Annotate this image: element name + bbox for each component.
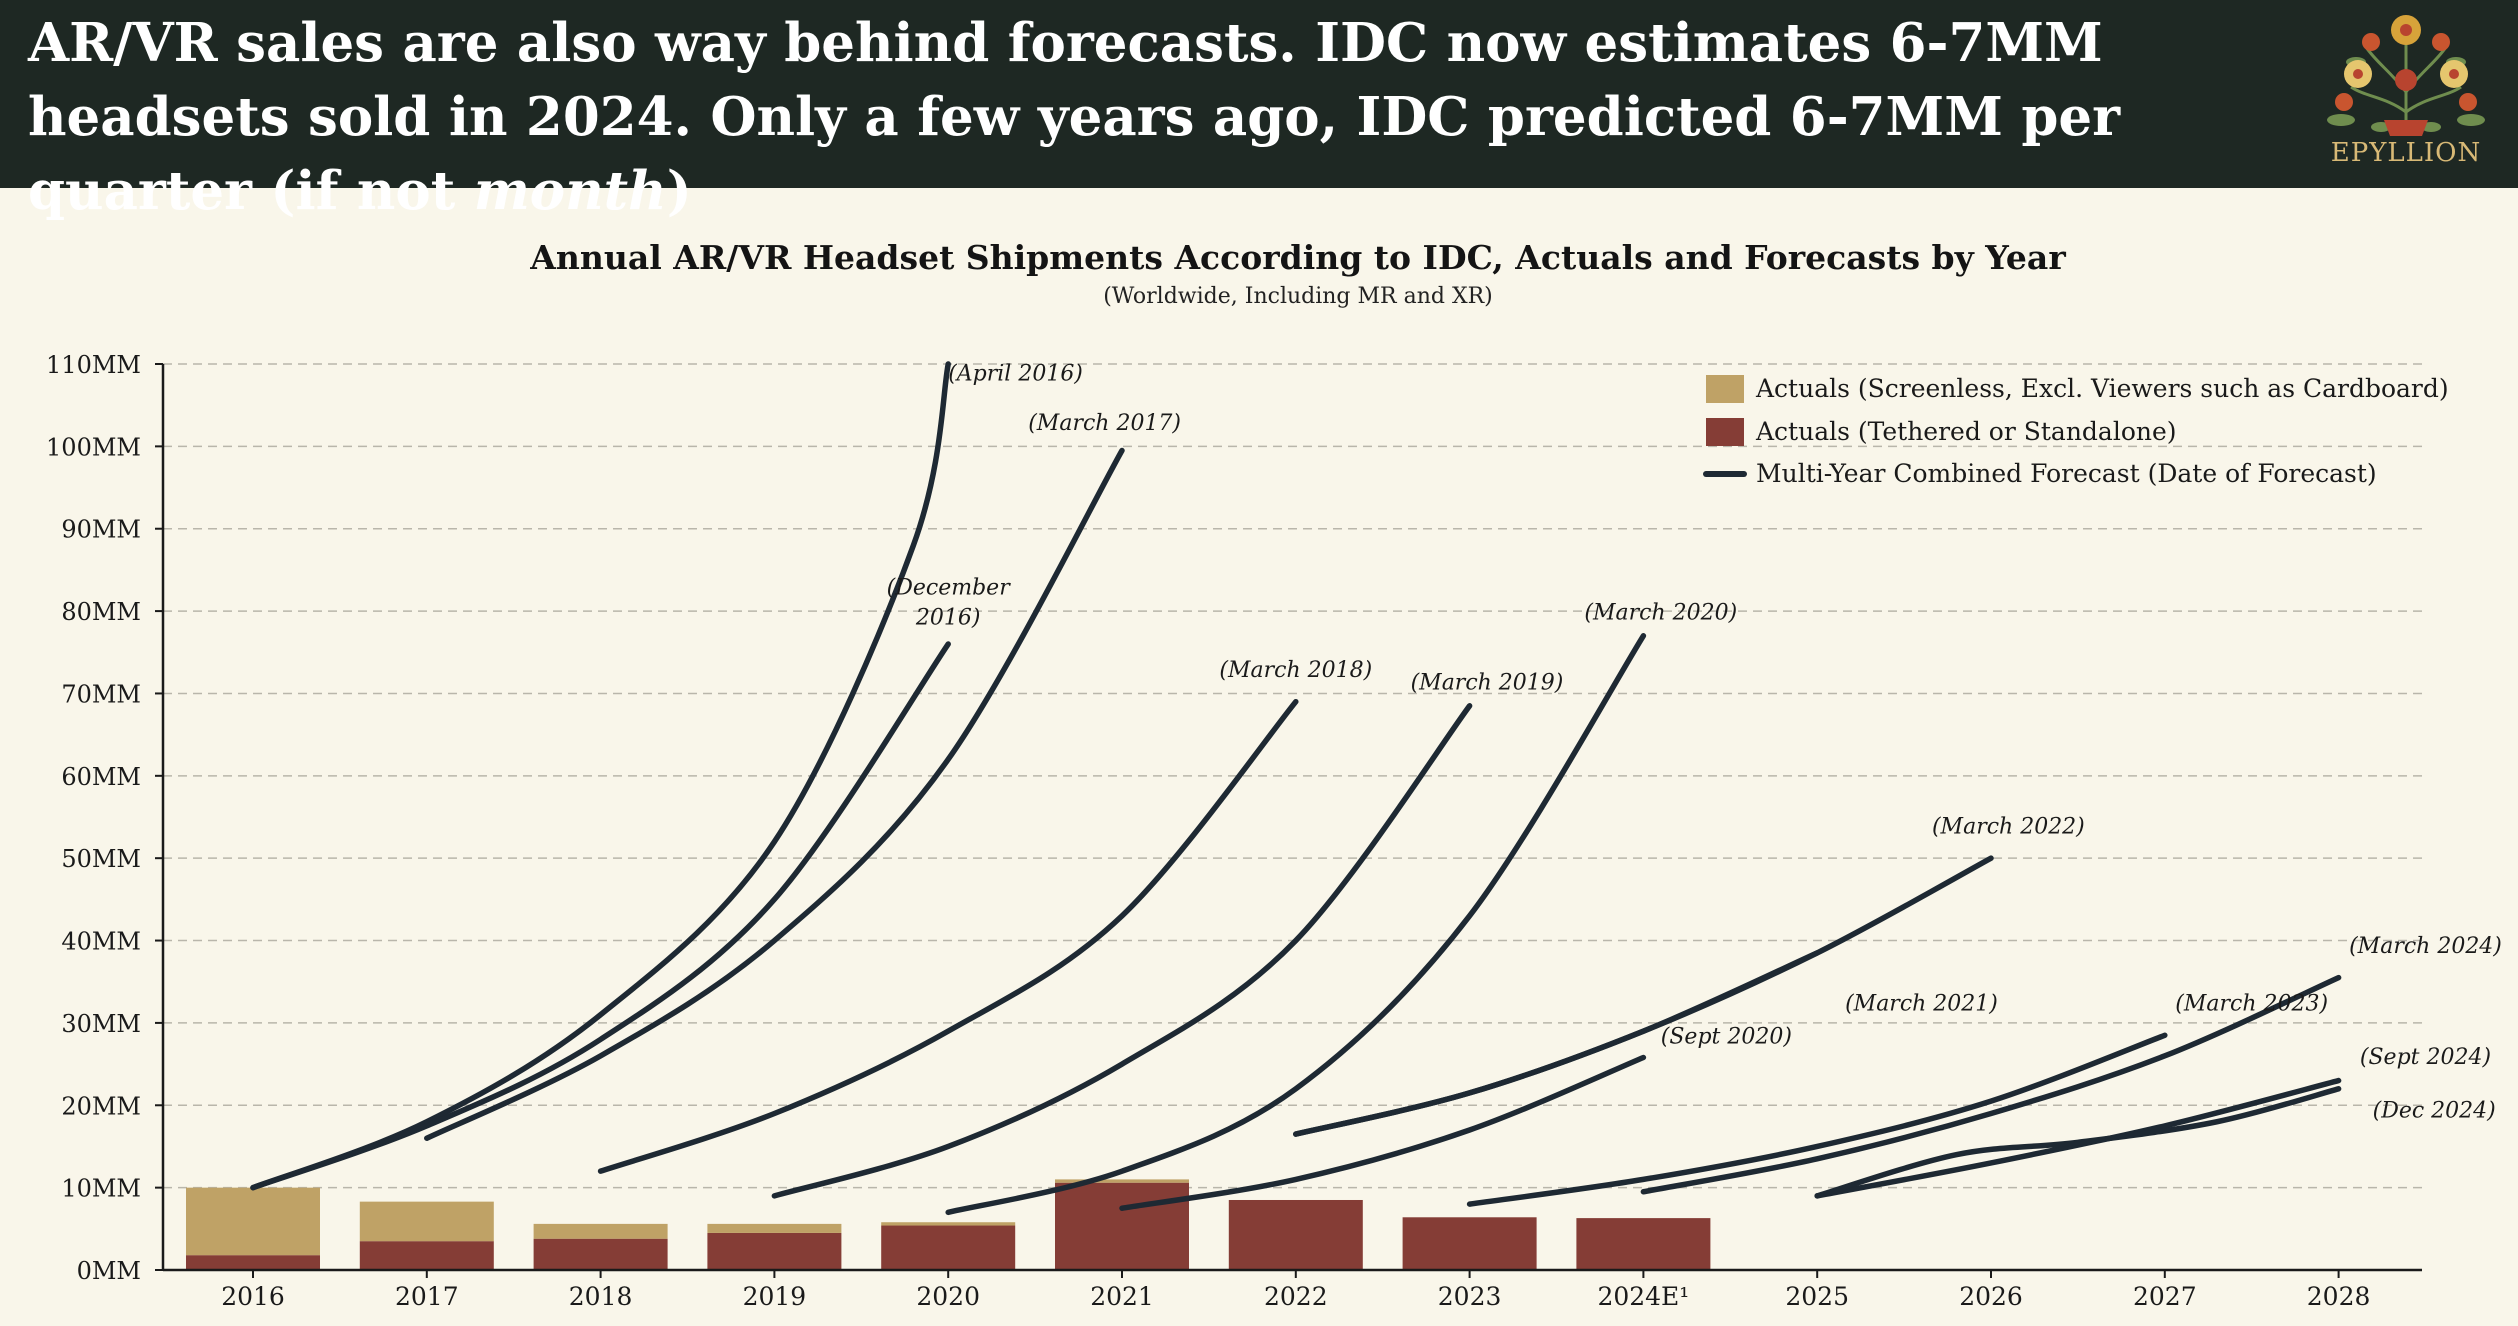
forecast-line xyxy=(1814,1077,2342,1199)
forecast-label: (Sept 2020) xyxy=(1661,1025,1792,1050)
bar-tethered xyxy=(186,1255,320,1270)
y-tick-label: 80MM xyxy=(61,598,141,626)
bar-tethered xyxy=(1402,1217,1537,1270)
bar-screenless xyxy=(1055,1179,1189,1183)
axes: 0MM 10MM 20MM 30MM 40MM 50MM 60MM 70MM 80MM 90MM 1… xyxy=(46,351,2422,1311)
x-tick-label: 2018 xyxy=(569,1282,633,1311)
headline-text: AR/VR sales are also way behind forecast… xyxy=(28,12,2121,222)
forecast-label: (Sept 2024) xyxy=(2360,1045,2491,1070)
bar-screenless xyxy=(707,1223,842,1233)
bars xyxy=(186,1179,1711,1270)
x-tick-label: 2028 xyxy=(2307,1282,2371,1311)
bar-tethered xyxy=(359,1241,494,1270)
y-tick-label: 100MM xyxy=(46,433,141,461)
x-tick-label: 2026 xyxy=(1959,1282,2023,1311)
forecast-line xyxy=(1119,1054,1647,1211)
forecast-label: (March 2023) xyxy=(2175,992,2328,1017)
bar-screenless xyxy=(881,1222,1016,1226)
bar-tethered xyxy=(881,1225,1016,1270)
bar-screenless xyxy=(359,1201,494,1242)
y-tick-label: 90MM xyxy=(61,516,141,544)
forecast-label: (March 2021) xyxy=(1845,992,1998,1017)
y-tick-label: 0MM xyxy=(77,1257,141,1285)
forecast-line xyxy=(424,447,1125,1141)
x-tick-label: 2023 xyxy=(1438,1282,1502,1311)
bar-tethered xyxy=(707,1232,842,1270)
legend-swatch-tethered xyxy=(1706,418,1744,446)
brand-wordmark: EPYLLION xyxy=(2330,138,2482,168)
bar-tethered xyxy=(1576,1218,1711,1270)
forecast-line xyxy=(1814,1086,2342,1199)
y-tick-label: 10MM xyxy=(61,1175,141,1203)
headline: AR/VR sales are also way behind forecast… xyxy=(28,6,2308,228)
flower-logo-icon xyxy=(2327,15,2485,136)
y-tick-label: 40MM xyxy=(61,928,141,956)
y-tick-label: 60MM xyxy=(61,763,141,791)
forecast-label: (April 2016) xyxy=(948,361,1083,386)
forecast-line xyxy=(250,361,951,1191)
forecast-line xyxy=(1466,1032,2168,1207)
forecast-label: (Dec 2024) xyxy=(2373,1099,2496,1124)
bar-screenless xyxy=(533,1223,668,1239)
y-tick-label: 70MM xyxy=(61,680,141,708)
forecast-label: (March 2018) xyxy=(1219,658,1372,683)
forecast-label: (March 2019) xyxy=(1411,670,1564,695)
legend: Actuals (Screenless, Excl. Viewers such … xyxy=(1703,374,2449,488)
y-tick-label: 50MM xyxy=(61,845,141,873)
forecast-label: (March 2022) xyxy=(1932,814,2085,839)
forecast-label: (December 2016) xyxy=(887,576,1012,631)
x-tick-label: 2016 xyxy=(221,1282,285,1311)
x-tick-label: 2020 xyxy=(916,1282,980,1311)
legend-label-tethered: Actuals (Tethered or Standalone) xyxy=(1755,417,2177,446)
headline-end: ) xyxy=(666,160,692,222)
forecast-line xyxy=(1640,974,2342,1195)
forecast-label: (March 2024) xyxy=(2349,934,2502,959)
x-tick-label: 2024E¹ xyxy=(1597,1282,1689,1311)
header-bar: AR/VR sales are also way behind forecast… xyxy=(0,0,2518,222)
chart-title: Annual AR/VR Headset Shipments According… xyxy=(530,238,2066,277)
forecast-line xyxy=(597,698,1299,1174)
forecast-line xyxy=(771,703,1473,1199)
y-tick-label: 30MM xyxy=(61,1010,141,1038)
legend-swatch-screenless xyxy=(1706,375,1744,403)
x-tick-label: 2025 xyxy=(1785,1282,1849,1311)
forecast-line xyxy=(250,641,951,1191)
forecast-line xyxy=(1293,855,1994,1137)
legend-label-forecast: Multi-Year Combined Forecast (Date of Fo… xyxy=(1756,459,2377,488)
bar-tethered xyxy=(533,1238,668,1270)
x-tick-label: 2019 xyxy=(743,1282,807,1311)
chart-subtitle: (Worldwide, Including MR and XR) xyxy=(1103,284,1493,309)
forecast-label: (March 2020) xyxy=(1584,600,1737,625)
forecast-label: (March 2017) xyxy=(1028,411,1181,436)
bar-tethered xyxy=(1228,1199,1363,1270)
forecast-lines xyxy=(250,361,2342,1216)
x-tick-label: 2021 xyxy=(1090,1282,1154,1311)
forecast-line xyxy=(945,633,1647,1216)
x-tick-label: 2022 xyxy=(1264,1282,1328,1311)
x-tick-label: 2027 xyxy=(2133,1282,2197,1311)
forecast-labels: (April 2016) (December 2016) (March 2017) (M… xyxy=(887,361,2502,1123)
gridlines xyxy=(163,363,2422,1189)
y-tick-label: 110MM xyxy=(46,351,141,379)
y-tick-label: 20MM xyxy=(61,1092,141,1120)
bar-tethered xyxy=(1055,1182,1189,1270)
x-tick-label: 2017 xyxy=(395,1282,459,1311)
bar-screenless xyxy=(186,1187,320,1256)
headline-emphasis: month xyxy=(473,160,667,222)
legend-label-screenless: Actuals (Screenless, Excl. Viewers such … xyxy=(1755,374,2449,403)
